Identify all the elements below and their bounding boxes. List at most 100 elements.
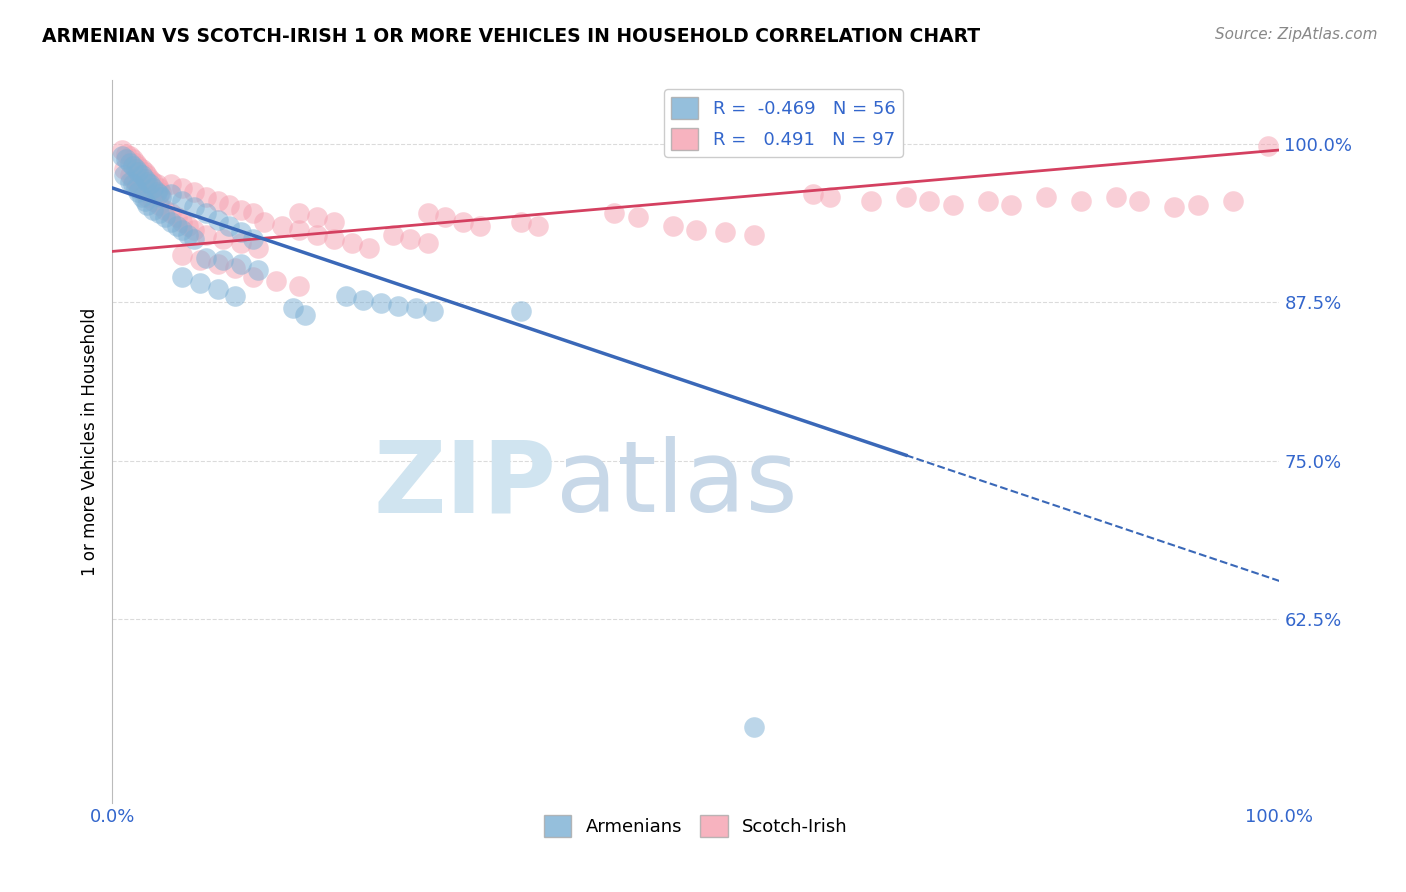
Point: [125, 175, 148, 189]
Point: [270, 219, 292, 233]
Point: [134, 172, 156, 186]
Point: [207, 282, 229, 296]
Point: [160, 187, 183, 202]
Point: [218, 197, 240, 211]
Text: Source: ZipAtlas.com: Source: ZipAtlas.com: [1215, 27, 1378, 42]
Point: [1187, 197, 1209, 211]
Text: ZIP: ZIP: [373, 436, 555, 533]
Point: [134, 194, 156, 208]
Point: [131, 190, 153, 204]
Point: [242, 206, 264, 220]
Point: [127, 178, 149, 192]
Point: [942, 197, 965, 211]
Legend: Armenians, Scotch-Irish: Armenians, Scotch-Irish: [537, 808, 855, 845]
Point: [188, 276, 211, 290]
Point: [118, 149, 141, 163]
Point: [509, 215, 531, 229]
Point: [685, 223, 707, 237]
Point: [194, 251, 217, 265]
Point: [422, 304, 444, 318]
Point: [188, 253, 211, 268]
Point: [1070, 194, 1092, 208]
Point: [207, 212, 229, 227]
Point: [1000, 197, 1022, 211]
Point: [744, 227, 766, 242]
Point: [627, 210, 650, 224]
Point: [264, 274, 287, 288]
Point: [172, 215, 194, 229]
Point: [323, 215, 346, 229]
Point: [172, 223, 194, 237]
Point: [1128, 194, 1150, 208]
Point: [212, 253, 235, 268]
Point: [1222, 194, 1244, 208]
Point: [194, 190, 217, 204]
Point: [172, 181, 194, 195]
Text: ARMENIAN VS SCOTCH-IRISH 1 OR MORE VEHICLES IN HOUSEHOLD CORRELATION CHART: ARMENIAN VS SCOTCH-IRISH 1 OR MORE VEHIC…: [42, 27, 980, 45]
Point: [976, 194, 998, 208]
Point: [527, 219, 550, 233]
Point: [416, 206, 439, 220]
Point: [160, 215, 183, 229]
Point: [224, 289, 246, 303]
Point: [127, 164, 149, 178]
Point: [115, 146, 138, 161]
Point: [860, 194, 883, 208]
Point: [229, 202, 252, 217]
Point: [352, 293, 374, 307]
Point: [207, 194, 229, 208]
Point: [142, 194, 165, 208]
Point: [288, 206, 311, 220]
Point: [148, 181, 170, 195]
Point: [112, 169, 135, 183]
Point: [744, 720, 766, 734]
Point: [509, 304, 531, 318]
Point: [387, 299, 409, 313]
Point: [172, 194, 194, 208]
Point: [288, 223, 311, 237]
Point: [434, 210, 457, 224]
Point: [150, 185, 173, 199]
Point: [229, 257, 252, 271]
Point: [160, 206, 183, 220]
Point: [136, 175, 159, 189]
Point: [323, 232, 346, 246]
Point: [136, 190, 159, 204]
Text: atlas: atlas: [555, 436, 797, 533]
Point: [918, 194, 941, 208]
Point: [125, 161, 148, 176]
Point: [247, 263, 270, 277]
Point: [148, 197, 170, 211]
Point: [122, 178, 145, 192]
Point: [146, 178, 169, 192]
Point: [194, 227, 217, 242]
Point: [112, 161, 135, 176]
Point: [125, 155, 148, 169]
Point: [242, 269, 264, 284]
Point: [172, 269, 194, 284]
Point: [183, 200, 205, 214]
Point: [801, 187, 824, 202]
Point: [661, 219, 683, 233]
Point: [183, 232, 205, 246]
Point: [224, 260, 246, 275]
Point: [131, 181, 153, 195]
Point: [146, 185, 169, 199]
Point: [894, 190, 917, 204]
Point: [142, 202, 165, 217]
Point: [399, 232, 422, 246]
Point: [118, 169, 141, 183]
Point: [335, 289, 357, 303]
Point: [603, 206, 626, 220]
Point: [115, 152, 138, 166]
Point: [288, 278, 311, 293]
Point: [370, 296, 392, 310]
Point: [127, 160, 149, 174]
Point: [139, 172, 162, 186]
Point: [177, 227, 200, 242]
Point: [229, 226, 252, 240]
Point: [194, 206, 217, 220]
Point: [118, 155, 141, 169]
Point: [359, 241, 381, 255]
Point: [183, 223, 205, 237]
